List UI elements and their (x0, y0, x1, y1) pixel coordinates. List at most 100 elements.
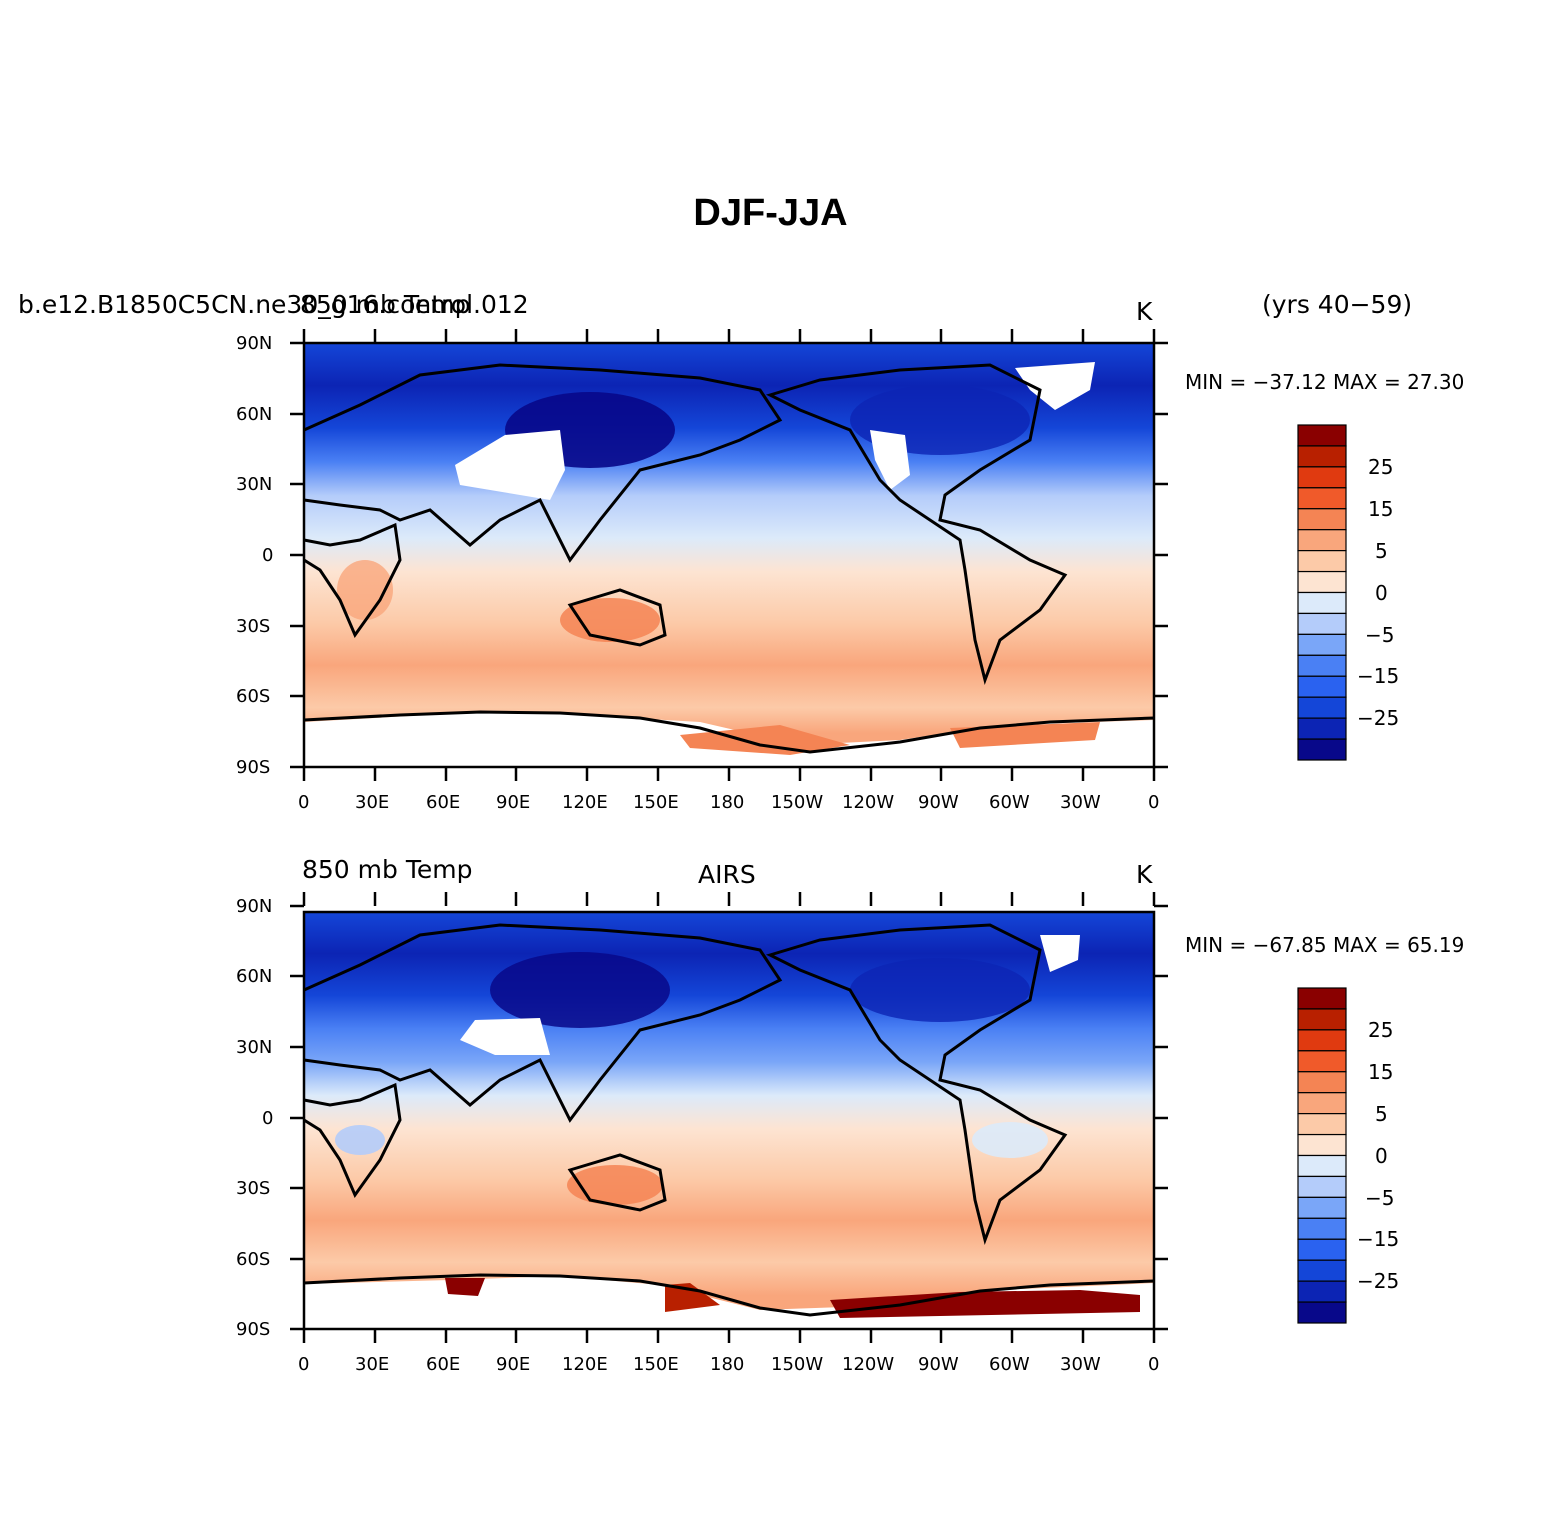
panel1-tibet-missing (455, 430, 565, 500)
colorbar-swatch (1297, 717, 1347, 740)
panel1-lon-label: 150W (771, 792, 824, 813)
panel1-case-label: b.e12.B1850C5CN.ne30_g16.control.012 (18, 290, 529, 319)
panel2-coastlines (303, 923, 1155, 1317)
panel1-colorbar-label: 25 (1368, 455, 1394, 479)
colorbar-swatch (1297, 1071, 1347, 1094)
panel2-africa-cool (335, 1125, 385, 1155)
panel1-colorbar-label: −25 (1357, 706, 1400, 730)
panel2-lat-label: 90N (236, 896, 273, 917)
colorbar-swatch (1297, 591, 1347, 615)
colorbar-swatch (1297, 1175, 1347, 1198)
colorbar-swatch (1297, 1008, 1347, 1031)
panel2-min-max: MIN = −67.85 MAX = 65.19 (1185, 933, 1465, 957)
panel1-lon-label: 60E (426, 792, 461, 813)
panel2-greenland-missing (1040, 935, 1080, 972)
panel2-colorbar-label: 5 (1375, 1102, 1388, 1126)
colorbar-swatch (1297, 1217, 1347, 1240)
panel1-map (290, 329, 1168, 781)
colorbar-swatch (1297, 1238, 1347, 1261)
colorbar-swatch (1297, 445, 1347, 468)
panel2-lat-label: 90S (236, 1319, 271, 1340)
panel2-lon-label: 150W (771, 1354, 824, 1375)
panel2-lon-label: 90W (918, 1354, 959, 1375)
panel1-lat-label: 0 (262, 545, 274, 566)
panel1-lat-label: 30S (236, 616, 271, 637)
panel1-lon-label: 30W (1060, 792, 1101, 813)
panel2-colorbar-label: −5 (1365, 1186, 1395, 1210)
panel1-unit-label: K (1136, 297, 1153, 326)
panel1-lon-label: 120E (562, 792, 608, 813)
panel2-north-america-cold (850, 958, 1030, 1022)
colorbar-swatch (1297, 508, 1347, 531)
panel1-min-max: MIN = −37.12 MAX = 27.30 (1185, 370, 1465, 394)
panel2-siberia-cold (490, 952, 670, 1028)
panel1-lon-label: 90E (496, 792, 531, 813)
colorbar-swatch (1297, 987, 1347, 1010)
panel1-rockies-missing (870, 430, 910, 490)
panel2-lon-label: 90E (496, 1354, 531, 1375)
panel1-ross-warm (680, 725, 850, 755)
panel2-lat-label: 30S (236, 1178, 271, 1199)
colorbar-swatch (1297, 696, 1347, 719)
colorbar-swatch (1297, 1092, 1347, 1115)
panel2-lon-label: 0 (1148, 1354, 1160, 1375)
colorbar-swatch (1297, 1133, 1347, 1157)
panel2-amery-warm (445, 1278, 485, 1296)
panel2-ticks (290, 892, 1168, 1343)
colorbar-swatch (1297, 1259, 1347, 1282)
panel2-lon-label: 30W (1060, 1354, 1101, 1375)
panel2-lat-label: 30N (236, 1037, 273, 1058)
panel2-lon-label: 180 (710, 1354, 745, 1375)
panel1-lat-label: 30N (236, 474, 273, 495)
panel1-colorbar-label: −15 (1357, 664, 1400, 688)
panel2-lat-label: 60S (236, 1249, 271, 1270)
colorbar-swatch (1297, 1154, 1347, 1178)
panel2-lon-label: 30E (355, 1354, 390, 1375)
panel1-years-label: (yrs 40−59) (1262, 290, 1413, 319)
colorbar-swatch (1297, 612, 1347, 635)
panel1-lat-label: 60S (236, 686, 271, 707)
panel2-temperature-field (304, 912, 1154, 1329)
colorbar-swatch (1297, 1113, 1347, 1136)
colorbar-swatch (1297, 529, 1347, 552)
panel1-ticks (290, 329, 1168, 781)
panel2-colorbar-label: 25 (1368, 1018, 1394, 1042)
panel2-lon-label: 0 (298, 1354, 310, 1375)
colorbar-swatch (1297, 570, 1347, 594)
colorbar-swatch (1297, 550, 1347, 573)
colorbar-swatch (1297, 633, 1347, 656)
panel1-colorbar-label: 5 (1375, 539, 1388, 563)
panel2-colorbar-label: −15 (1357, 1227, 1400, 1251)
colorbar-swatch (1297, 738, 1347, 761)
panel1-australia-warm (560, 598, 660, 642)
panel2-colorbar (1297, 987, 1347, 1324)
colorbar-swatch (1297, 487, 1347, 510)
panel2-colorbar-label: 15 (1368, 1060, 1394, 1084)
panel2-dataset-label: AIRS (698, 860, 756, 889)
panel2-amazon-cool (972, 1122, 1048, 1158)
panel1-colorbar-swatches (1297, 424, 1347, 761)
colorbar-swatch (1297, 1301, 1347, 1324)
panel2-variable-label: 850 mb Temp (302, 855, 473, 884)
panel1-lon-label: 120W (842, 792, 895, 813)
colorbar-swatch (1297, 466, 1347, 489)
panel2-lon-label: 120W (842, 1354, 895, 1375)
panel1-lat-label: 90N (236, 333, 273, 354)
panel2-ross-warm (665, 1283, 720, 1312)
panel1-temperature-field (304, 343, 1154, 767)
panel2-lon-label: 60E (426, 1354, 461, 1375)
panel1-lon-label: 90W (918, 792, 959, 813)
panel1-colorbar-label: −5 (1365, 623, 1395, 647)
panel2-colorbar-swatches (1297, 987, 1347, 1324)
colorbar-swatch (1297, 654, 1347, 677)
panel2-tibet-missing (460, 1018, 550, 1055)
panel1-colorbar-label: 0 (1375, 581, 1388, 605)
panel2-lon-label: 60W (989, 1354, 1030, 1375)
panel2-colorbar-label: −25 (1357, 1269, 1400, 1293)
panel1-lon-label: 0 (1148, 792, 1160, 813)
panel2-colorbar-label: 0 (1375, 1144, 1388, 1168)
panel1-greenland-missing (1015, 362, 1095, 410)
panel2-lat-label: 0 (262, 1108, 274, 1129)
panel2-unit-label: K (1136, 860, 1153, 889)
panel1-lon-label: 30E (355, 792, 390, 813)
